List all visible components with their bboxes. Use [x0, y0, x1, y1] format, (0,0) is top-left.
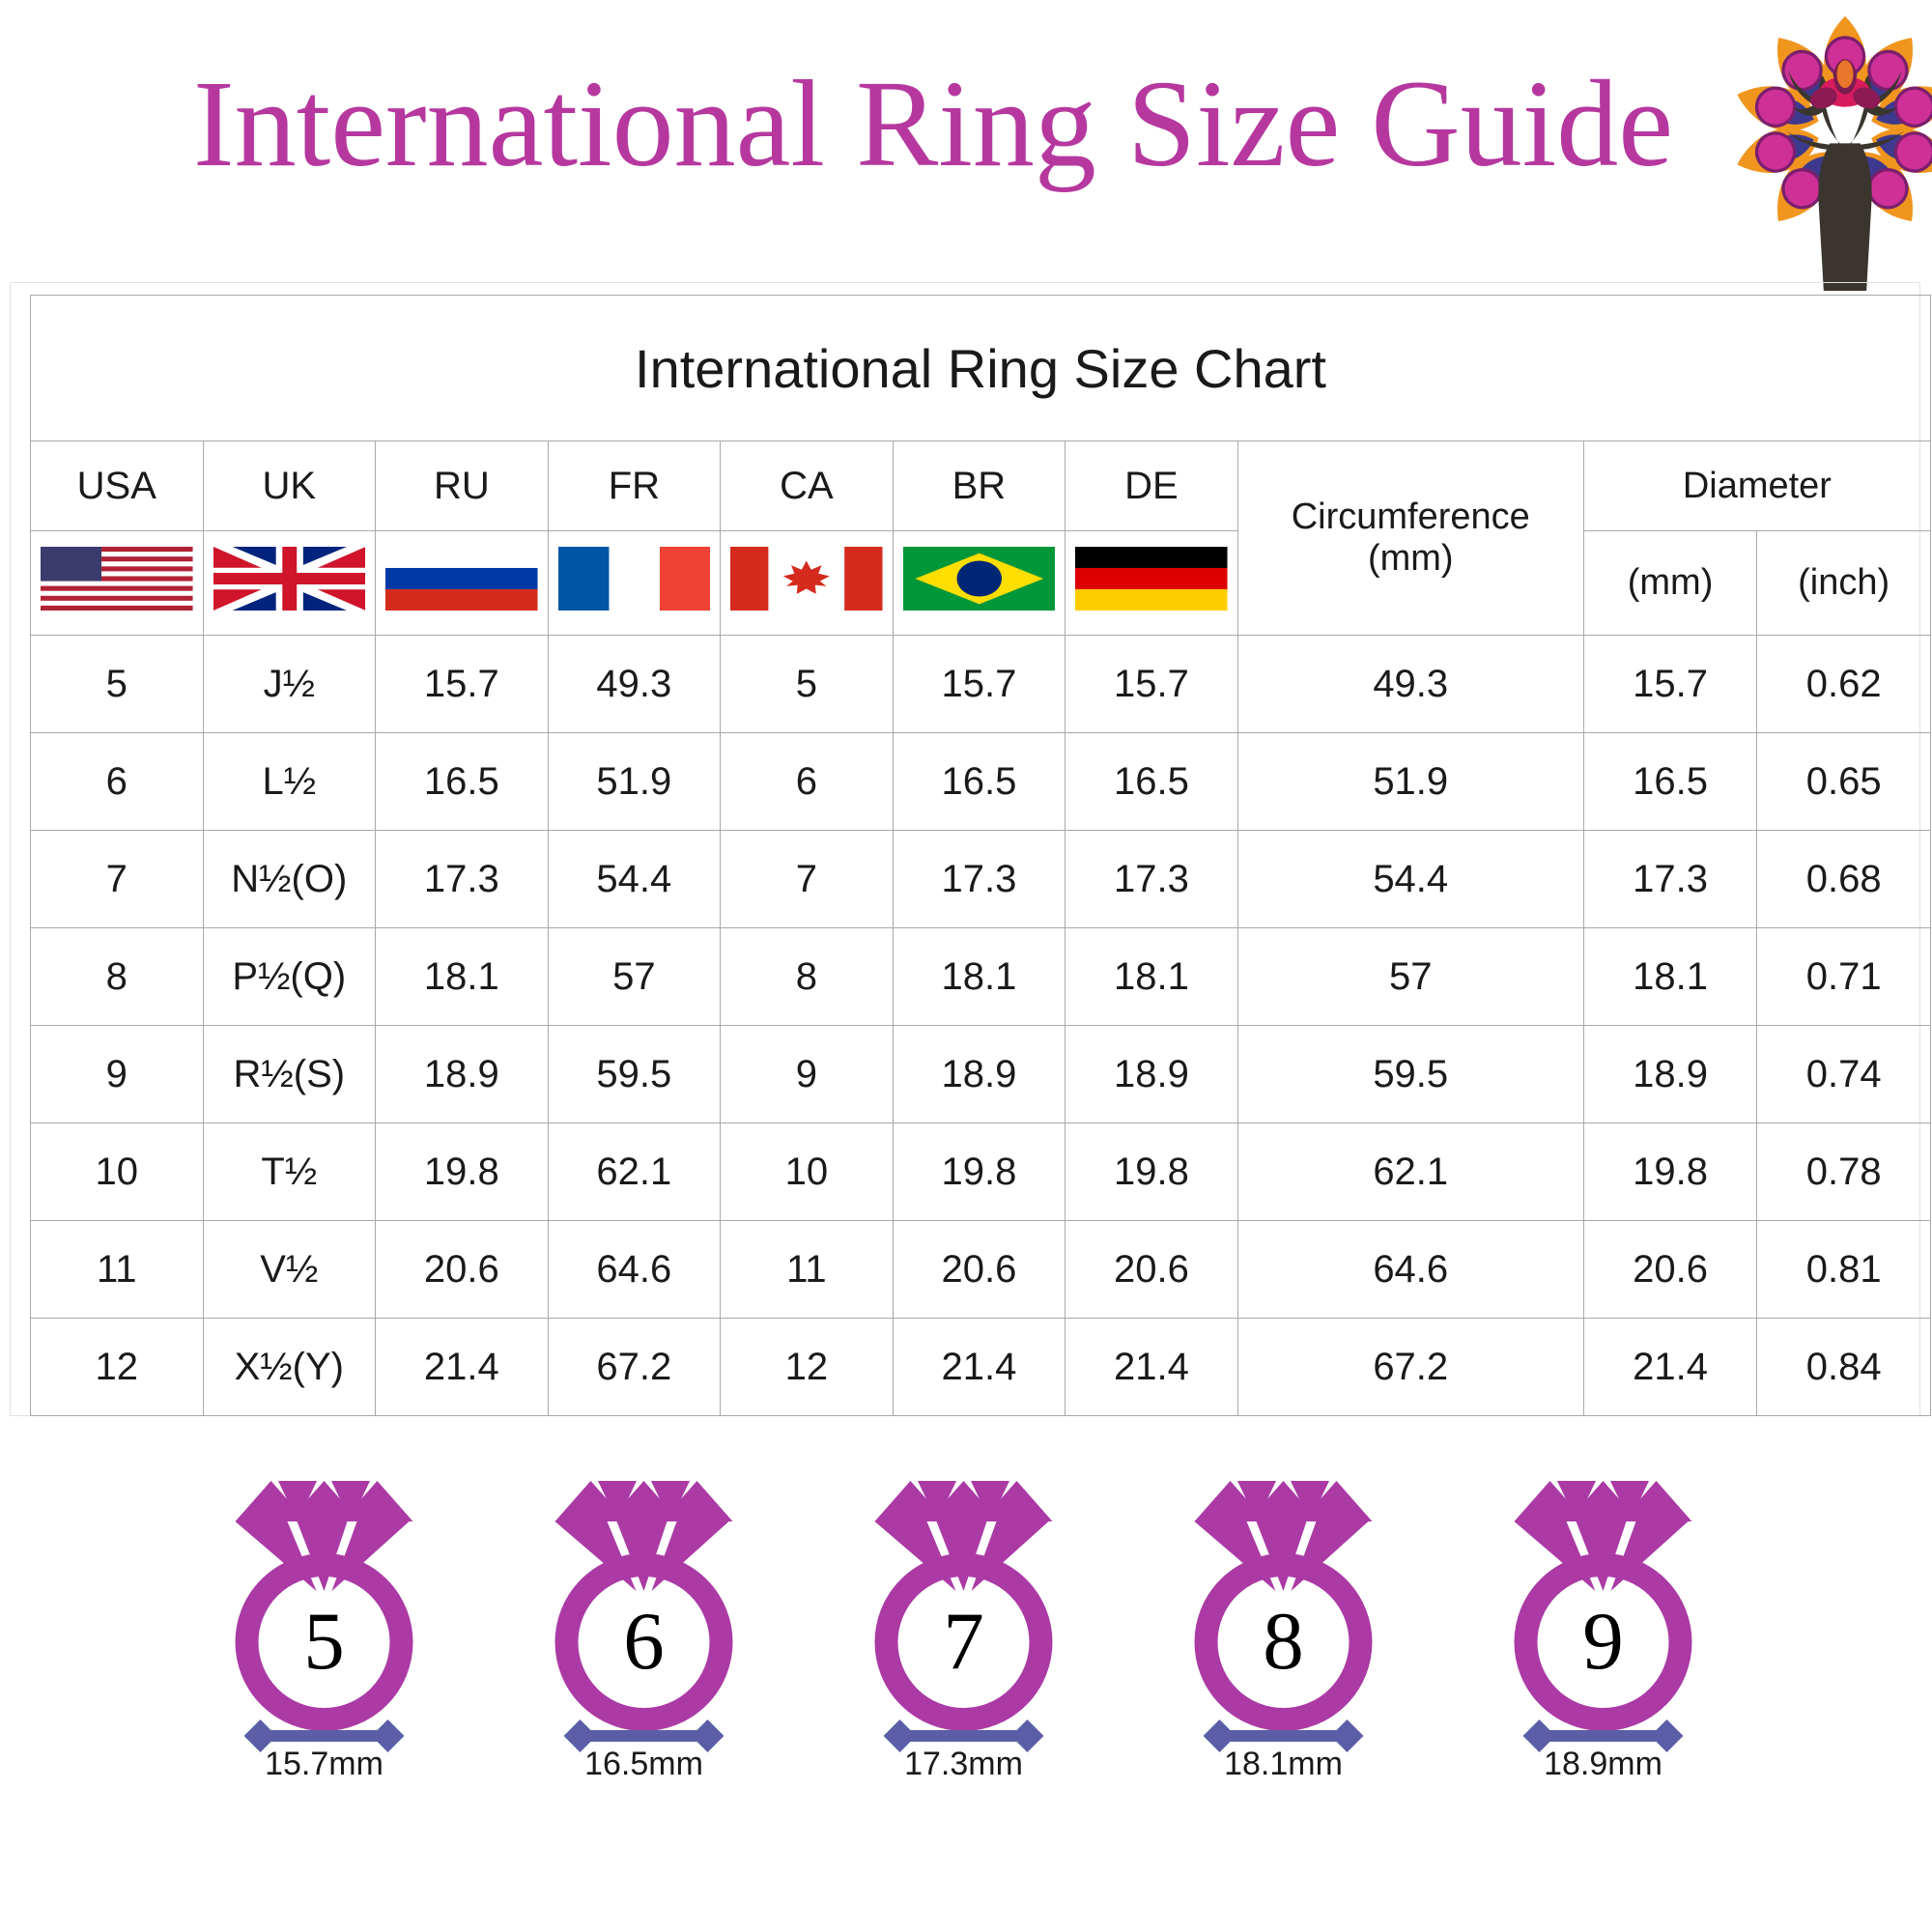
svg-text:16.5mm: 16.5mm — [584, 1746, 703, 1782]
svg-text:7: 7 — [943, 1596, 984, 1687]
svg-text:5: 5 — [303, 1596, 345, 1687]
svg-text:8: 8 — [1263, 1596, 1304, 1687]
svg-text:6: 6 — [623, 1596, 665, 1687]
svg-text:18.1mm: 18.1mm — [1224, 1746, 1343, 1782]
svg-text:9: 9 — [1582, 1596, 1624, 1687]
svg-text:18.9mm: 18.9mm — [1544, 1746, 1662, 1782]
svg-text:17.3mm: 17.3mm — [904, 1746, 1023, 1782]
svg-text:15.7mm: 15.7mm — [265, 1746, 384, 1782]
